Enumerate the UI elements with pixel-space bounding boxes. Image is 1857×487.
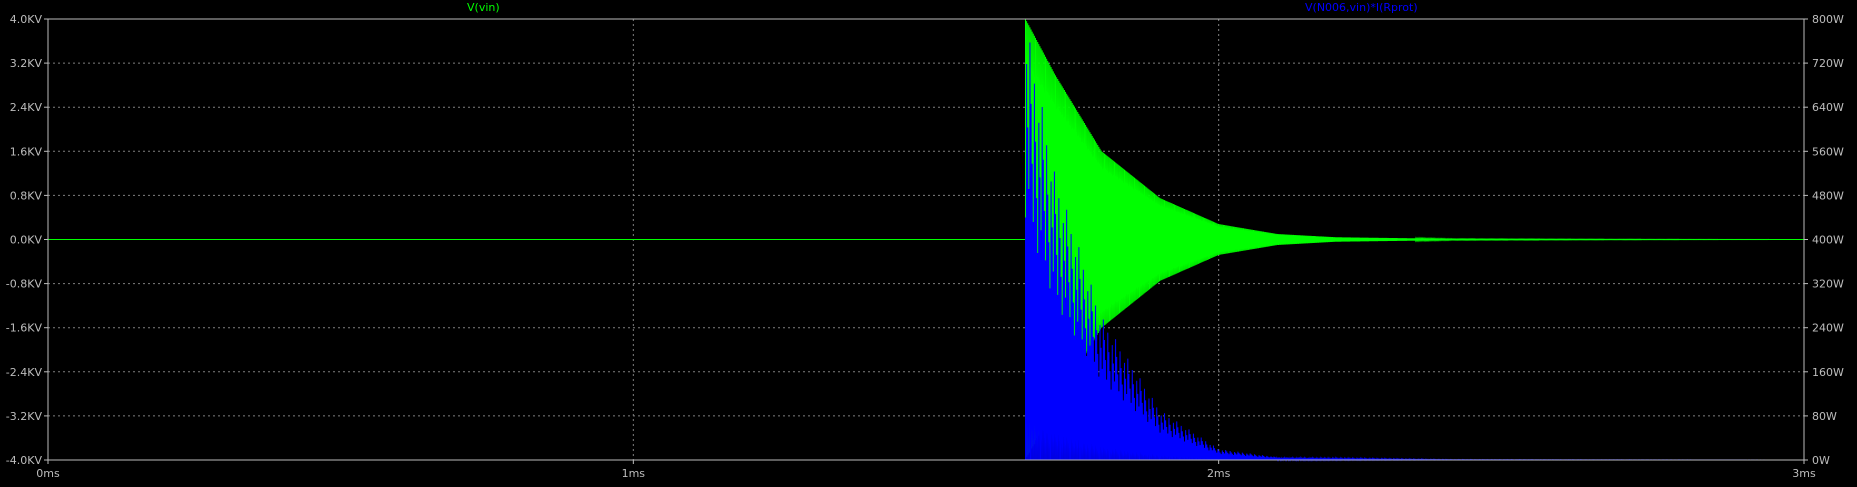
left-axis-tick-label: 1.6KV — [10, 145, 43, 158]
left-axis-tick-label: 3.2KV — [10, 57, 43, 70]
right-axis-tick-label: 0W — [1812, 454, 1830, 467]
left-axis-tick-label: -4.0KV — [6, 454, 43, 467]
x-axis-tick-label: 1ms — [622, 467, 646, 480]
axis-layer: 4.0KV 3.2KV 2.4KV 1.6KV 0.8KV 0.0KV -0.8KV -1.6… — [6, 13, 1844, 480]
trace-vin — [48, 18, 1804, 459]
left-axis-tick-label: 2.4KV — [10, 101, 43, 114]
left-axis-tick-label: 0.8KV — [10, 189, 43, 202]
left-axis-tick-label: 0.0KV — [10, 234, 43, 247]
trace-power — [48, 42, 1804, 462]
right-axis-tick-label: 400W — [1812, 234, 1844, 247]
right-axis-tick-label: 320W — [1812, 278, 1844, 291]
trace-title-vin[interactable]: V(vin) — [467, 1, 500, 14]
right-axis-tick-label: 640W — [1812, 101, 1844, 114]
x-axis-tick-label: 3ms — [1792, 467, 1816, 480]
right-axis-tick-label: 80W — [1812, 410, 1837, 423]
trace-title-power[interactable]: V(N006,vin)*I(Rprot) — [1305, 1, 1418, 14]
right-axis-tick-label: 800W — [1812, 13, 1844, 26]
left-axis-tick-label: -1.6KV — [6, 322, 43, 335]
left-axis-tick-label: -0.8KV — [6, 278, 43, 291]
right-axis-tick-label: 240W — [1812, 322, 1844, 335]
right-axis-tick-label: 720W — [1812, 57, 1844, 70]
trace-layer — [48, 18, 1804, 462]
x-axis-tick-label: 2ms — [1207, 467, 1231, 480]
right-axis-tick-label: 160W — [1812, 366, 1844, 379]
left-axis-tick-label: -2.4KV — [6, 366, 43, 379]
right-axis-tick-label: 480W — [1812, 189, 1844, 202]
x-axis-tick-label: 0ms — [36, 467, 60, 480]
left-axis-tick-label: 4.0KV — [10, 13, 43, 26]
right-axis-tick-label: 560W — [1812, 145, 1844, 158]
left-axis-tick-label: -3.2KV — [6, 410, 43, 423]
